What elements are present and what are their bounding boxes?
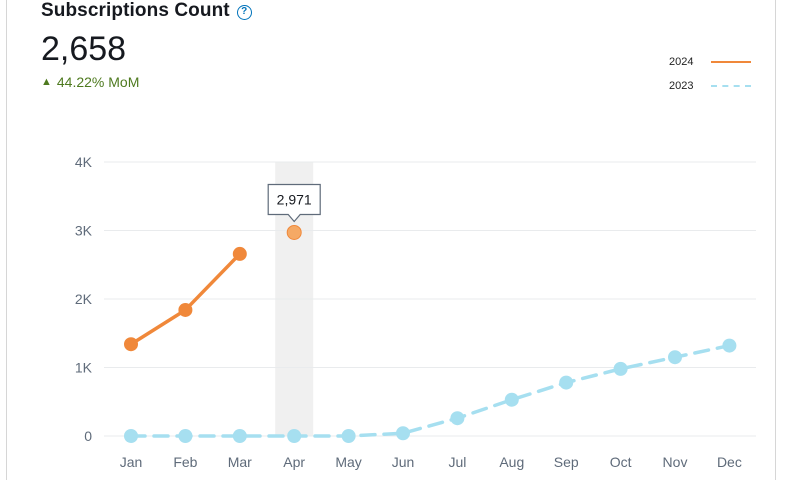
x-tick-label: Mar: [228, 454, 252, 470]
data-point-2023: [559, 375, 574, 390]
tooltip-box: [267, 183, 321, 223]
tooltip-label: 2,971: [277, 191, 312, 207]
question-circle-icon[interactable]: ?: [236, 4, 252, 20]
series-line-2023: [129, 343, 732, 438]
x-tick-label: Jul: [448, 454, 466, 470]
subscriptions-count-card: Subscriptions Count ? 2,658 ▲ 44.22% MoM…: [6, 0, 776, 480]
x-tick-label: Apr: [283, 454, 305, 470]
y-tick-label: 1K: [75, 360, 93, 376]
data-point-2023: [722, 338, 737, 353]
legend-swatch-2023: [711, 85, 751, 87]
y-tick-label: 4K: [75, 154, 93, 170]
kpi-value: 2,658: [41, 30, 127, 68]
mom-change-text: 44.22% MoM: [56, 74, 140, 90]
x-tick-label: Dec: [717, 454, 742, 470]
data-point-2023: [124, 429, 138, 443]
x-tick-label: Aug: [499, 454, 524, 470]
up-arrow-icon: ▲: [41, 76, 52, 88]
data-point-2023: [341, 429, 356, 443]
y-tick-label: 0: [84, 428, 92, 444]
card-title: Subscriptions Count: [41, 0, 230, 21]
data-point-2024: [178, 302, 193, 317]
legend-item-2024[interactable]: 2024: [669, 50, 751, 74]
data-point-2024: [124, 337, 138, 352]
data-point-2023: [396, 426, 410, 441]
legend-label-2023: 2023: [669, 80, 694, 92]
x-tick-label: Sep: [554, 454, 579, 470]
x-tick-label: Jun: [392, 454, 415, 470]
data-point-2023: [668, 350, 682, 365]
x-tick-label: Jan: [120, 454, 143, 470]
data-point-2023: [287, 429, 302, 443]
x-tick-label: May: [335, 454, 361, 470]
legend-label-2024: 2024: [669, 56, 694, 68]
legend: 2024 2023: [669, 50, 751, 98]
data-point-2023: [613, 361, 628, 376]
data-point-2023: [232, 429, 247, 443]
y-tick-label: 3K: [75, 223, 93, 239]
data-point-2023: [504, 392, 519, 407]
value-tooltip: 2,971: [267, 183, 321, 223]
data-point-2023: [450, 411, 465, 426]
data-point-2023: [178, 429, 193, 443]
x-tick-label: Oct: [610, 454, 632, 470]
x-tick-label: Feb: [173, 454, 197, 470]
data-point-2024: [286, 224, 302, 240]
title-row: Subscriptions Count ?: [41, 0, 252, 22]
x-tick-label: Nov: [663, 454, 688, 470]
legend-swatch-2024: [711, 61, 751, 63]
data-point-2024: [232, 246, 247, 261]
y-tick-label: 2K: [75, 291, 93, 307]
legend-item-2023[interactable]: 2023: [669, 74, 751, 98]
mom-change: ▲ 44.22% MoM: [41, 74, 139, 90]
